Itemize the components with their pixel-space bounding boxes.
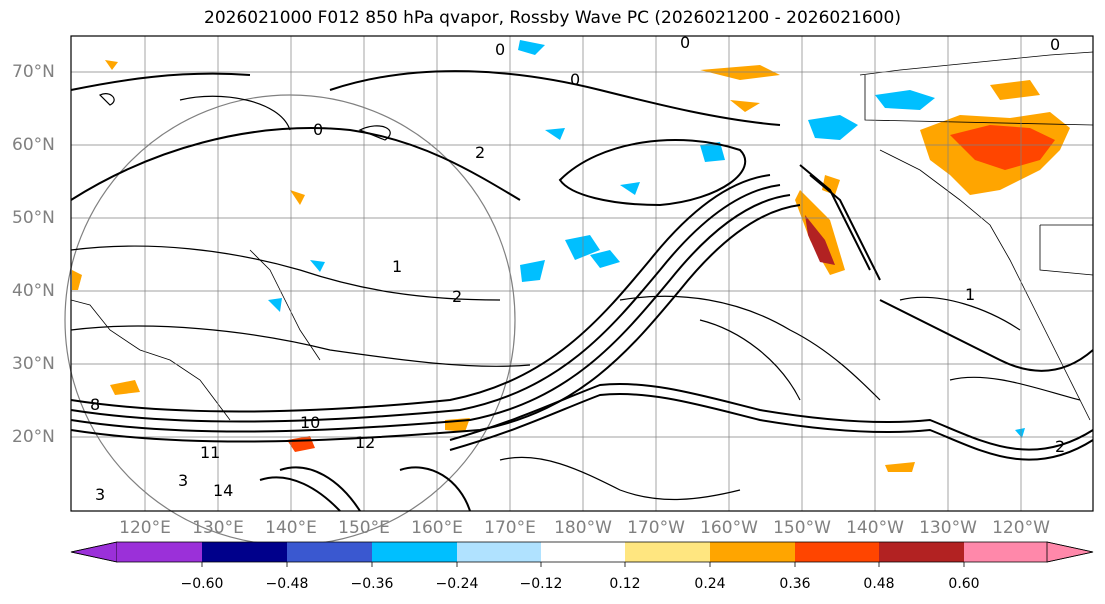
colorbar-tick-label: −0.24 <box>435 576 479 592</box>
contour-label: 0 <box>1050 35 1060 54</box>
colorbar-tick-label: 0.36 <box>779 576 811 592</box>
contour-label: 3 <box>95 485 105 504</box>
contour-label: 14 <box>213 481 233 500</box>
plot-title: 2026021000 F012 850 hPa qvapor, Rossby W… <box>204 8 901 28</box>
colorbar-tick-label: 0.60 <box>948 576 980 592</box>
contour-label: 2 <box>1055 437 1065 456</box>
lon-label: 180°W <box>554 518 612 538</box>
map-background <box>71 36 1093 511</box>
wave-contours <box>70 70 1094 512</box>
contour-label: 12 <box>355 433 375 452</box>
qvapor-contours <box>70 93 1081 501</box>
contour-label: 0 <box>495 40 505 59</box>
lon-label: 140°W <box>846 518 904 538</box>
contour-label: 0 <box>313 120 323 139</box>
map-frame <box>70 35 1094 512</box>
negative-anomaly-shading <box>268 40 1025 438</box>
lon-label: 120°E <box>119 518 171 538</box>
contour-label: 2 <box>452 287 462 306</box>
colorbar-tick-label: −0.48 <box>265 576 309 592</box>
lon-label: 130°E <box>192 518 244 538</box>
lon-label: 160°E <box>411 518 463 538</box>
contour-label: 1 <box>392 257 402 276</box>
colorbar-tick-label: 0.12 <box>609 576 641 592</box>
colorbar-tick-label: −0.12 <box>519 576 563 592</box>
positive-anomaly-shading <box>72 60 1070 472</box>
lat-label-50n: 50°N <box>12 208 55 228</box>
lon-label: 130°W <box>919 518 977 538</box>
contour-label: 3 <box>178 471 188 490</box>
lat-label-70n: 70°N <box>12 62 55 82</box>
contour-label-group: 0 0 0 0 0 1 1 2 2 2 8 10 11 12 14 3 3 <box>90 33 1065 504</box>
lat-label-40n: 40°N <box>12 281 55 301</box>
contour-label: 8 <box>90 395 100 414</box>
lat-label-30n: 30°N <box>12 354 55 374</box>
lon-label: 150°W <box>773 518 831 538</box>
contour-label: 0 <box>570 70 580 89</box>
lon-label: 140°E <box>265 518 317 538</box>
colorbar-tick-label: −0.36 <box>350 576 394 592</box>
colorbar-tick-label: 0.24 <box>694 576 726 592</box>
contour-label: 2 <box>475 143 485 162</box>
lat-label-60n: 60°N <box>12 135 55 155</box>
colorbar-extend-max <box>1046 541 1094 563</box>
colorbar-tick-label: −0.60 <box>180 576 224 592</box>
lon-label: 150°E <box>338 518 390 538</box>
lon-label: 160°W <box>700 518 758 538</box>
contour-label: 10 <box>300 413 320 432</box>
colorbar-outline <box>70 541 1094 563</box>
lat-label-20n: 20°N <box>12 427 55 447</box>
colorbar-tick-label: 0.48 <box>863 576 895 592</box>
colorbar <box>70 541 1094 567</box>
contour-label: 0 <box>680 33 690 52</box>
lon-label: 170°E <box>484 518 536 538</box>
contour-label: 11 <box>200 443 220 462</box>
lon-label: 170°W <box>627 518 685 538</box>
lon-label: 120°W <box>992 518 1050 538</box>
colorbar-extend-min <box>70 541 118 563</box>
contour-label: 1 <box>965 285 975 304</box>
